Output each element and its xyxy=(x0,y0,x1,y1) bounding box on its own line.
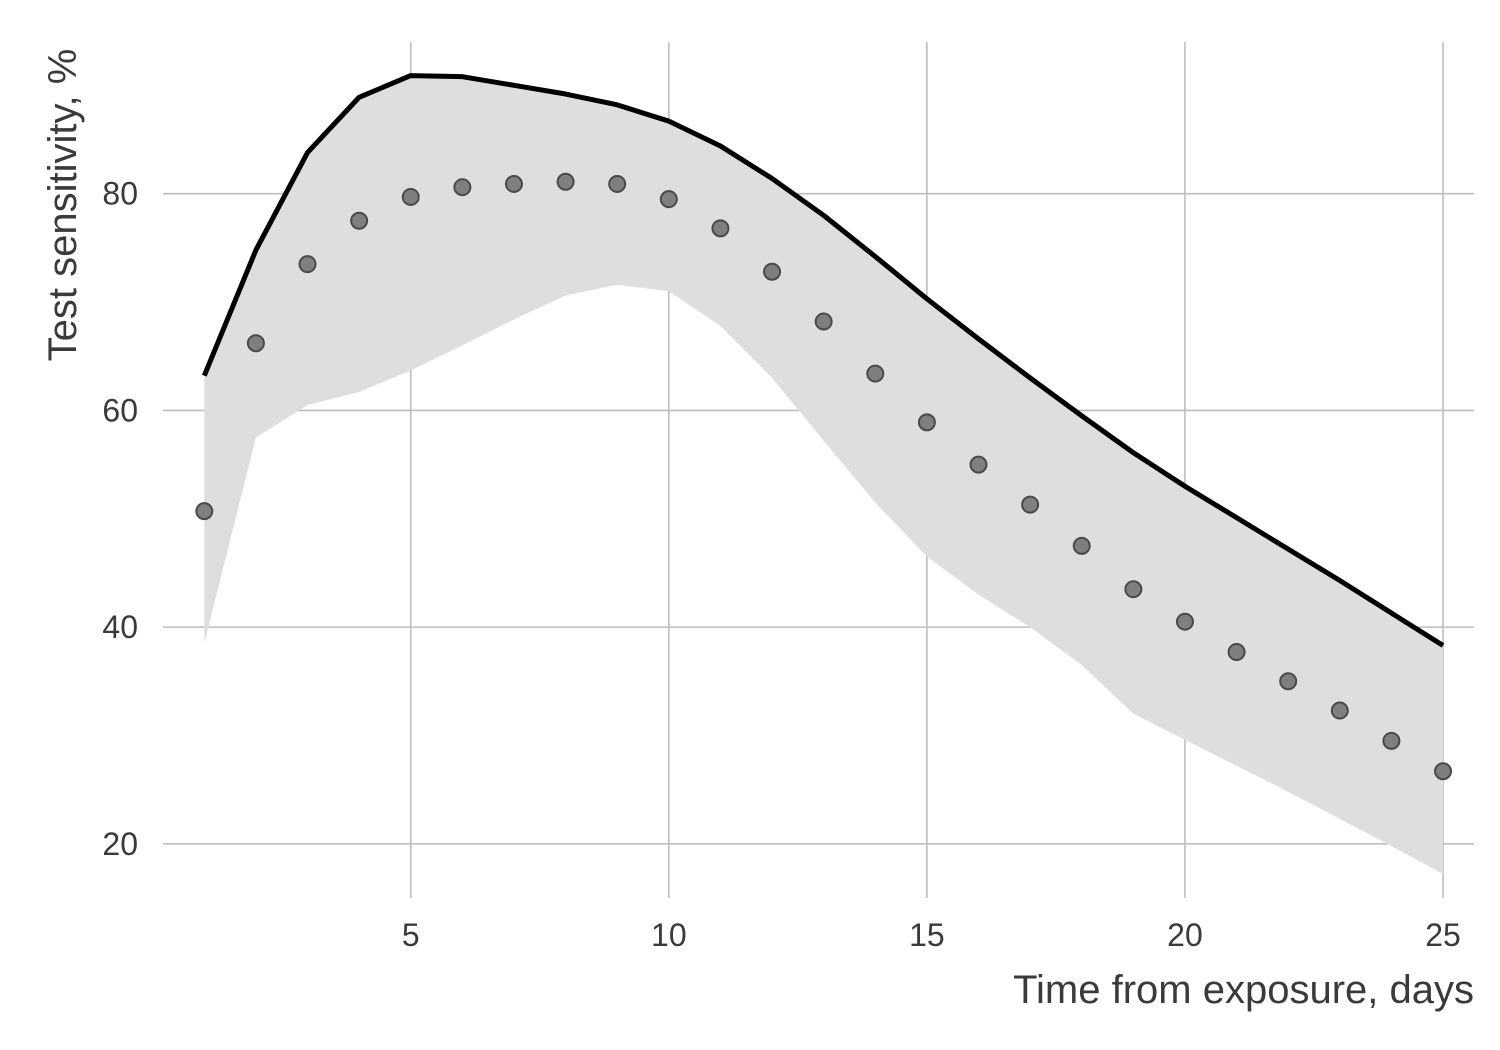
data-point-day-1 xyxy=(195,502,214,521)
data-point-day-9 xyxy=(608,174,627,193)
data-point-day-15 xyxy=(917,413,936,432)
upper-line-layer xyxy=(201,73,1445,648)
data-point-day-12 xyxy=(763,262,782,281)
x-tick-label-10: 10 xyxy=(651,917,687,953)
x-tick-label-25: 25 xyxy=(1425,917,1461,953)
upper-bound-line xyxy=(201,73,1445,648)
data-point-day-4 xyxy=(350,211,369,230)
data-point-day-20 xyxy=(1175,612,1194,631)
data-point-day-25 xyxy=(1434,762,1453,781)
y-tick-label-60: 60 xyxy=(102,392,138,428)
data-point-day-21 xyxy=(1227,643,1246,662)
data-point-day-22 xyxy=(1279,672,1298,691)
data-point-day-16 xyxy=(969,455,988,474)
data-point-day-14 xyxy=(866,364,885,383)
data-point-day-5 xyxy=(401,187,420,206)
data-point-day-24 xyxy=(1382,731,1401,750)
x-axis-title: Time from exposure, days xyxy=(1013,968,1474,1012)
data-point-day-3 xyxy=(298,255,317,274)
data-point-day-6 xyxy=(453,178,472,197)
points-layer xyxy=(195,172,1453,781)
y-tick-label-20: 20 xyxy=(102,826,138,862)
y-tick-label-40: 40 xyxy=(102,609,138,645)
confidence-band xyxy=(204,75,1444,875)
data-point-day-18 xyxy=(1072,536,1091,555)
y-tick-label-80: 80 xyxy=(102,176,138,212)
x-tick-label-5: 5 xyxy=(402,917,420,953)
data-point-day-11 xyxy=(711,219,730,238)
confidence-band-layer xyxy=(204,75,1444,875)
data-point-day-8 xyxy=(556,172,575,191)
data-point-day-10 xyxy=(659,190,678,209)
x-tick-label-15: 15 xyxy=(909,917,945,953)
y-axis-title: Test sensitivity, % xyxy=(41,49,85,362)
x-tick-label-20: 20 xyxy=(1167,917,1203,953)
data-point-day-13 xyxy=(814,312,833,331)
data-point-day-19 xyxy=(1124,580,1143,599)
data-point-day-23 xyxy=(1330,701,1349,720)
data-point-day-17 xyxy=(1021,495,1040,514)
data-point-day-7 xyxy=(504,174,523,193)
data-point-day-2 xyxy=(246,334,265,353)
tick-labels-layer: 5 10 15 20 25 20 40 60 80 xyxy=(102,176,1460,953)
